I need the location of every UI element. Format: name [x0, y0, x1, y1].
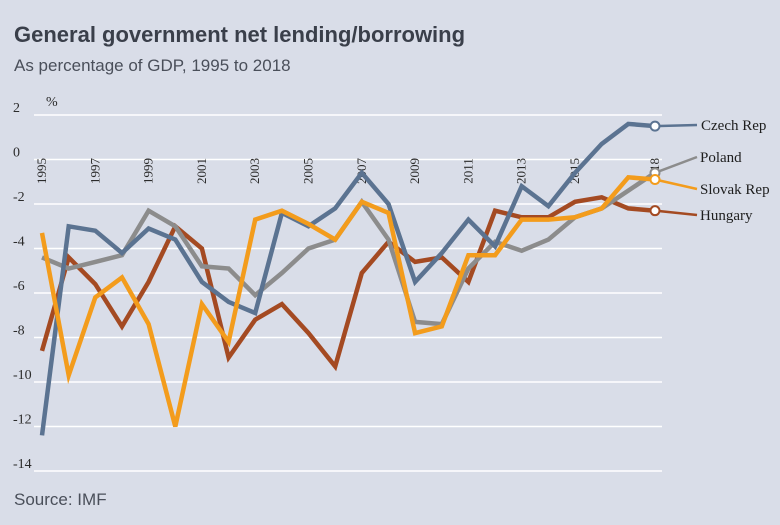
x-tick-label: 1999	[141, 158, 156, 184]
legend-line-slovak-rep	[654, 178, 698, 191]
legend: Czech Rep Poland Slovak Rep Hungary	[649, 118, 770, 224]
y-tick-label: 2	[13, 101, 20, 116]
x-tick-label: 2003	[247, 158, 262, 184]
y-axis-ticks: 2 0 -2 -4 -6 -8 -10 -12 -14	[13, 101, 32, 472]
y-axis-unit-label: %	[46, 95, 58, 110]
legend-label-czech-rep: Czech Rep	[701, 118, 766, 134]
y-tick-label: -12	[13, 413, 32, 428]
x-tick-label: 1995	[34, 158, 49, 184]
y-tick-label: -10	[13, 368, 32, 383]
series-line-slovak-rep	[39, 174, 656, 428]
series-lines	[39, 121, 657, 436]
y-tick-label: -6	[13, 279, 25, 294]
x-tick-label: 2013	[514, 158, 529, 184]
x-tick-label: 2011	[460, 158, 475, 184]
x-tick-label: 1997	[87, 158, 102, 185]
legend-line-hungary	[654, 209, 698, 217]
x-tick-label: 2001	[194, 158, 209, 184]
chart-subtitle: As percentage of GDP, 1995 to 2018	[14, 56, 291, 75]
x-tick-label: 2005	[301, 158, 316, 184]
series-line-czech-rep	[39, 121, 656, 436]
legend-label-hungary: Hungary	[700, 208, 753, 224]
source-note: Source: IMF	[14, 490, 107, 509]
legend-label-poland: Poland	[700, 150, 742, 166]
grid	[34, 114, 662, 472]
chart-title: General government net lending/borrowing	[14, 22, 465, 47]
legend-label-slovak-rep: Slovak Rep	[700, 182, 770, 198]
y-tick-label: -14	[13, 457, 32, 472]
end-marker-slovak-rep	[649, 174, 661, 186]
x-tick-label: 2009	[407, 158, 422, 184]
end-marker-hungary	[649, 205, 661, 217]
y-tick-label: -4	[13, 235, 25, 250]
series-line-hungary	[39, 194, 656, 372]
y-tick-label: 0	[13, 146, 20, 161]
legend-line-poland	[654, 155, 698, 175]
y-tick-label: -2	[13, 190, 25, 205]
y-tick-label: -8	[13, 324, 25, 339]
end-marker-czech-rep	[649, 120, 661, 132]
legend-line-czech-rep	[654, 123, 698, 128]
